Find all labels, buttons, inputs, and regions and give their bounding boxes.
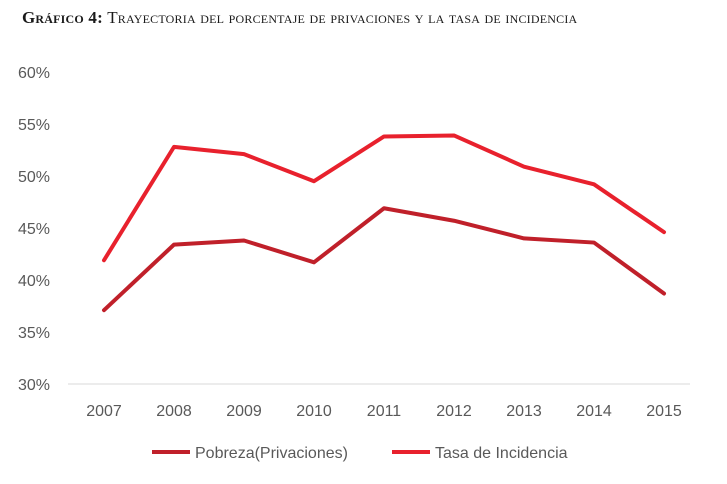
y-tick-label: 40% (18, 273, 50, 290)
series-line-pobreza (102, 206, 666, 313)
legend-label: Tasa de Incidencia (435, 445, 568, 462)
x-tick-label: 2010 (296, 403, 332, 420)
chart-title-lead: Gráfico 4: (22, 8, 103, 27)
y-tick-label: 30% (18, 377, 50, 394)
x-tick-label: 2013 (506, 403, 542, 420)
legend-label: Pobreza(Privaciones) (195, 445, 348, 462)
x-tick-label: 2007 (86, 403, 122, 420)
y-tick-label: 35% (18, 325, 50, 342)
x-tick-label: 2009 (226, 403, 262, 420)
x-tick-label: 2012 (436, 403, 472, 420)
x-tick-label: 2014 (576, 403, 612, 420)
x-tick-label: 2011 (367, 403, 402, 420)
y-tick-label: 55% (18, 117, 50, 134)
y-tick-label: 50% (18, 169, 50, 186)
series-line-tasa-incidencia (102, 133, 666, 263)
x-tick-label: 2015 (646, 403, 682, 420)
y-tick-label: 60% (18, 65, 50, 82)
x-tick-label: 2008 (156, 403, 192, 420)
chart-title: Gráfico 4: Trayectoria del porcentaje de… (22, 8, 577, 28)
y-tick-label: 45% (18, 221, 50, 238)
chart-title-text: Trayectoria del porcentaje de privacione… (107, 8, 578, 27)
